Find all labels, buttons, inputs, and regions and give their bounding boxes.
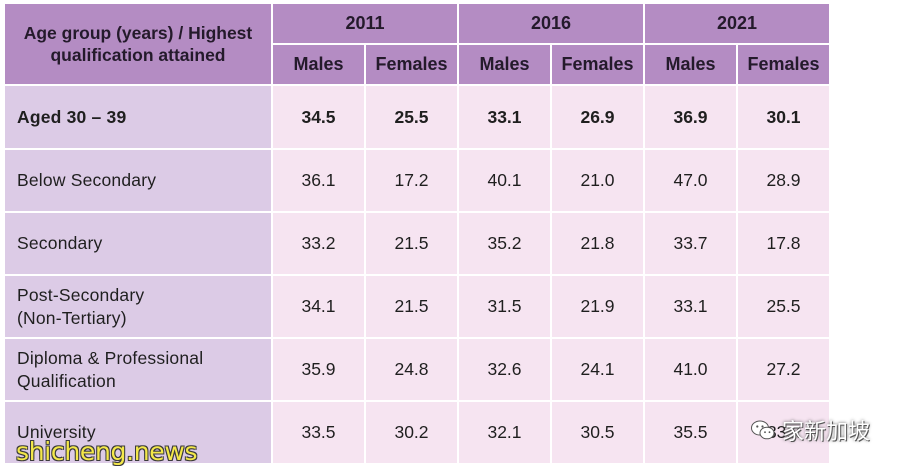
table-cell: 47.0 [645,150,736,211]
watermark-brand: 家新加坡 [782,420,871,445]
data-table: Age group (years) / Highest qualificatio… [3,2,831,465]
table-cell: 26.9 [552,86,643,148]
row-label: Aged 30 – 39 [5,86,271,148]
watermark-text: shicheng.news [16,437,198,466]
sex-header-males: Males [459,45,550,84]
year-header-2011: 2011 [273,4,457,43]
wechat-icon [750,417,776,443]
table-cell: 27.2 [738,339,829,400]
table-cell: 21.8 [552,213,643,274]
table-cell: 40.1 [459,150,550,211]
table-cell: 30.1 [738,86,829,148]
table-cell: 24.8 [366,339,457,400]
table-cell: 21.5 [366,276,457,337]
table-cell: 17.2 [366,150,457,211]
row-label: Below Secondary [5,150,271,211]
sex-header-females: Females [366,45,457,84]
table-cell: 34.5 [273,86,364,148]
table-cell: 36.9 [645,86,736,148]
sex-header-females: Females [552,45,643,84]
row-label: University [5,402,271,463]
table-cell: 31.5 [459,276,550,337]
table-row: Post-Secondary (Non-Tertiary) 34.1 21.5 … [5,276,829,337]
table-cell: 30.2 [366,402,457,463]
table-cell: 35.2 [459,213,550,274]
table-cell: 35.9 [273,339,364,400]
row-label: Secondary [5,213,271,274]
table-cell: 34.1 [273,276,364,337]
table-row: Diploma & Professional Qualification 35.… [5,339,829,400]
table-cell: 32.1 [459,402,550,463]
row-label: Diploma & Professional Qualification [5,339,271,400]
table-cell: 21.9 [552,276,643,337]
table-cell: 21.0 [552,150,643,211]
table-cell: 25.5 [738,276,829,337]
table-cell: 41.0 [645,339,736,400]
table-row: Secondary 33.2 21.5 35.2 21.8 33.7 17.8 [5,213,829,274]
sex-header-males: Males [273,45,364,84]
sex-header-males: Males [645,45,736,84]
table-cell: 17.8 [738,213,829,274]
table-cell: 28.9 [738,150,829,211]
table-cell: 33.1 [645,276,736,337]
table-row: University 33.5 30.2 32.1 30.5 35.5 33.x [5,402,829,463]
table-cell: 36.1 [273,150,364,211]
watermark-badge: 家新加坡 [750,414,870,446]
table-cell: 33.5 [273,402,364,463]
table-cell: 24.1 [552,339,643,400]
year-header-2021: 2021 [645,4,829,43]
table-cell: 25.5 [366,86,457,148]
table-cell: 30.5 [552,402,643,463]
table-row: Aged 30 – 39 34.5 25.5 33.1 26.9 36.9 30… [5,86,829,148]
table-cell: 21.5 [366,213,457,274]
table-cell: 35.5 [645,402,736,463]
table-row: Below Secondary 36.1 17.2 40.1 21.0 47.0… [5,150,829,211]
corner-header: Age group (years) / Highest qualificatio… [5,4,271,84]
row-label: Post-Secondary (Non-Tertiary) [5,276,271,337]
year-header-2016: 2016 [459,4,643,43]
sex-header-females: Females [738,45,829,84]
table-cell: 33.7 [645,213,736,274]
table-cell: 33.1 [459,86,550,148]
table-cell: 32.6 [459,339,550,400]
table-cell: 33.2 [273,213,364,274]
